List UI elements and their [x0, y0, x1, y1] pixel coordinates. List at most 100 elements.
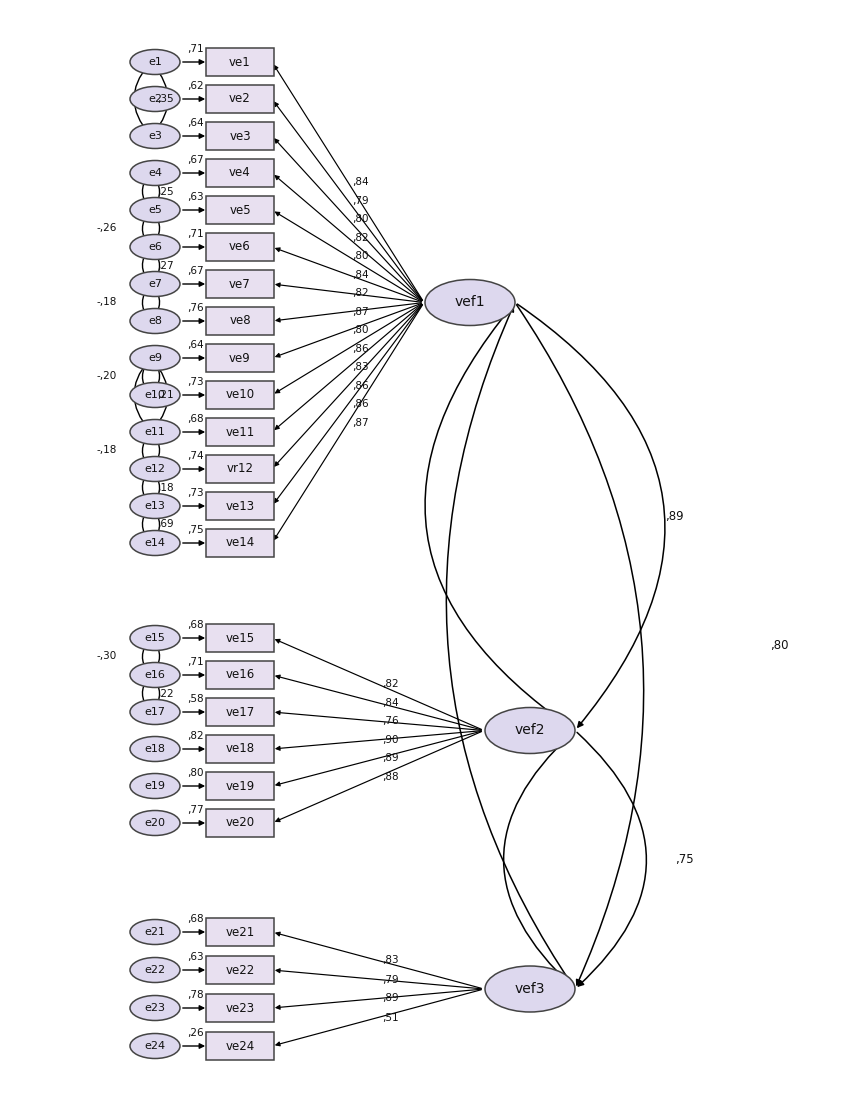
Text: ,80: ,80	[770, 639, 789, 652]
Ellipse shape	[130, 773, 180, 799]
Ellipse shape	[130, 419, 180, 444]
Ellipse shape	[130, 626, 180, 650]
Text: ,84: ,84	[382, 697, 399, 707]
Ellipse shape	[130, 530, 180, 556]
Text: e3: e3	[148, 131, 162, 141]
Text: ,76: ,76	[382, 716, 399, 726]
Text: ,74: ,74	[187, 451, 204, 461]
Text: ,68: ,68	[187, 620, 204, 630]
FancyBboxPatch shape	[206, 698, 274, 726]
Text: vef3: vef3	[515, 982, 545, 996]
FancyBboxPatch shape	[206, 381, 274, 409]
Text: ,26: ,26	[187, 1028, 204, 1038]
Text: ,79: ,79	[352, 196, 369, 206]
Text: -,18: -,18	[97, 446, 117, 455]
FancyBboxPatch shape	[206, 772, 274, 800]
Text: ,73: ,73	[187, 377, 204, 387]
Text: ve23: ve23	[225, 1001, 254, 1014]
Text: ,89: ,89	[665, 510, 683, 522]
FancyBboxPatch shape	[206, 994, 274, 1022]
Text: ,21: ,21	[156, 390, 173, 400]
Text: ,22: ,22	[156, 689, 173, 698]
Text: ,64: ,64	[187, 340, 204, 350]
FancyBboxPatch shape	[206, 233, 274, 261]
Text: e14: e14	[144, 538, 166, 548]
Text: ,75: ,75	[675, 854, 694, 867]
Text: ,71: ,71	[187, 657, 204, 667]
Text: ,67: ,67	[187, 266, 204, 276]
Text: e21: e21	[144, 927, 166, 937]
Text: ve15: ve15	[225, 631, 254, 645]
Ellipse shape	[130, 700, 180, 725]
FancyBboxPatch shape	[206, 918, 274, 946]
Ellipse shape	[130, 308, 180, 333]
Text: ,82: ,82	[382, 679, 399, 690]
Ellipse shape	[130, 456, 180, 482]
Text: -,26: -,26	[97, 223, 117, 233]
Text: ve20: ve20	[225, 816, 254, 829]
Text: ,88: ,88	[382, 772, 399, 782]
Text: -,18: -,18	[97, 297, 117, 308]
Ellipse shape	[130, 920, 180, 945]
Text: e10: e10	[144, 390, 166, 400]
Text: ,80: ,80	[352, 214, 369, 224]
Text: e1: e1	[148, 57, 162, 67]
Text: ,80: ,80	[188, 768, 204, 778]
Ellipse shape	[130, 50, 180, 75]
FancyBboxPatch shape	[206, 1032, 274, 1060]
Text: ,67: ,67	[187, 155, 204, 165]
Text: vef2: vef2	[515, 724, 545, 737]
FancyBboxPatch shape	[206, 418, 274, 446]
Text: ,89: ,89	[382, 754, 399, 763]
Text: ,76: ,76	[187, 302, 204, 313]
Text: ve4: ve4	[230, 166, 251, 179]
Ellipse shape	[485, 966, 575, 1012]
FancyBboxPatch shape	[206, 808, 274, 837]
Text: e22: e22	[144, 965, 166, 975]
Text: e11: e11	[144, 427, 166, 437]
Text: ve16: ve16	[225, 669, 255, 682]
Text: ,73: ,73	[187, 488, 204, 498]
Ellipse shape	[130, 161, 180, 186]
Text: ,86: ,86	[352, 399, 369, 409]
Ellipse shape	[130, 737, 180, 761]
Text: ,89: ,89	[382, 993, 399, 1003]
Ellipse shape	[130, 383, 180, 407]
FancyBboxPatch shape	[206, 455, 274, 483]
FancyBboxPatch shape	[206, 661, 274, 689]
Text: ,86: ,86	[352, 381, 369, 390]
Text: ,80: ,80	[352, 326, 369, 336]
FancyBboxPatch shape	[206, 85, 274, 113]
Text: ve5: ve5	[230, 204, 251, 217]
Text: ve11: ve11	[225, 426, 255, 439]
Ellipse shape	[130, 1034, 180, 1058]
Text: ,75: ,75	[187, 525, 204, 535]
Text: ,69: ,69	[156, 519, 173, 529]
Text: ,63: ,63	[187, 952, 204, 962]
Text: e23: e23	[144, 1003, 166, 1013]
Text: ,82: ,82	[352, 233, 369, 243]
FancyBboxPatch shape	[206, 624, 274, 652]
Text: vr12: vr12	[226, 462, 253, 475]
Text: ,82: ,82	[352, 288, 369, 298]
Text: ,68: ,68	[187, 914, 204, 924]
Text: ,71: ,71	[187, 229, 204, 239]
Text: e9: e9	[148, 353, 162, 363]
Ellipse shape	[130, 811, 180, 836]
Text: -,20: -,20	[97, 372, 117, 382]
Text: ,87: ,87	[352, 418, 369, 428]
Text: -,30: -,30	[97, 651, 117, 661]
FancyBboxPatch shape	[206, 956, 274, 984]
Ellipse shape	[485, 707, 575, 754]
Ellipse shape	[130, 198, 180, 222]
Ellipse shape	[130, 87, 180, 111]
FancyBboxPatch shape	[206, 492, 274, 520]
Text: ,84: ,84	[352, 177, 369, 187]
Text: ve7: ve7	[230, 277, 251, 290]
Text: e6: e6	[148, 242, 162, 252]
Text: e18: e18	[144, 744, 166, 754]
Text: ,25: ,25	[156, 187, 173, 197]
Ellipse shape	[130, 123, 180, 148]
Text: e8: e8	[148, 316, 162, 326]
Ellipse shape	[130, 234, 180, 260]
